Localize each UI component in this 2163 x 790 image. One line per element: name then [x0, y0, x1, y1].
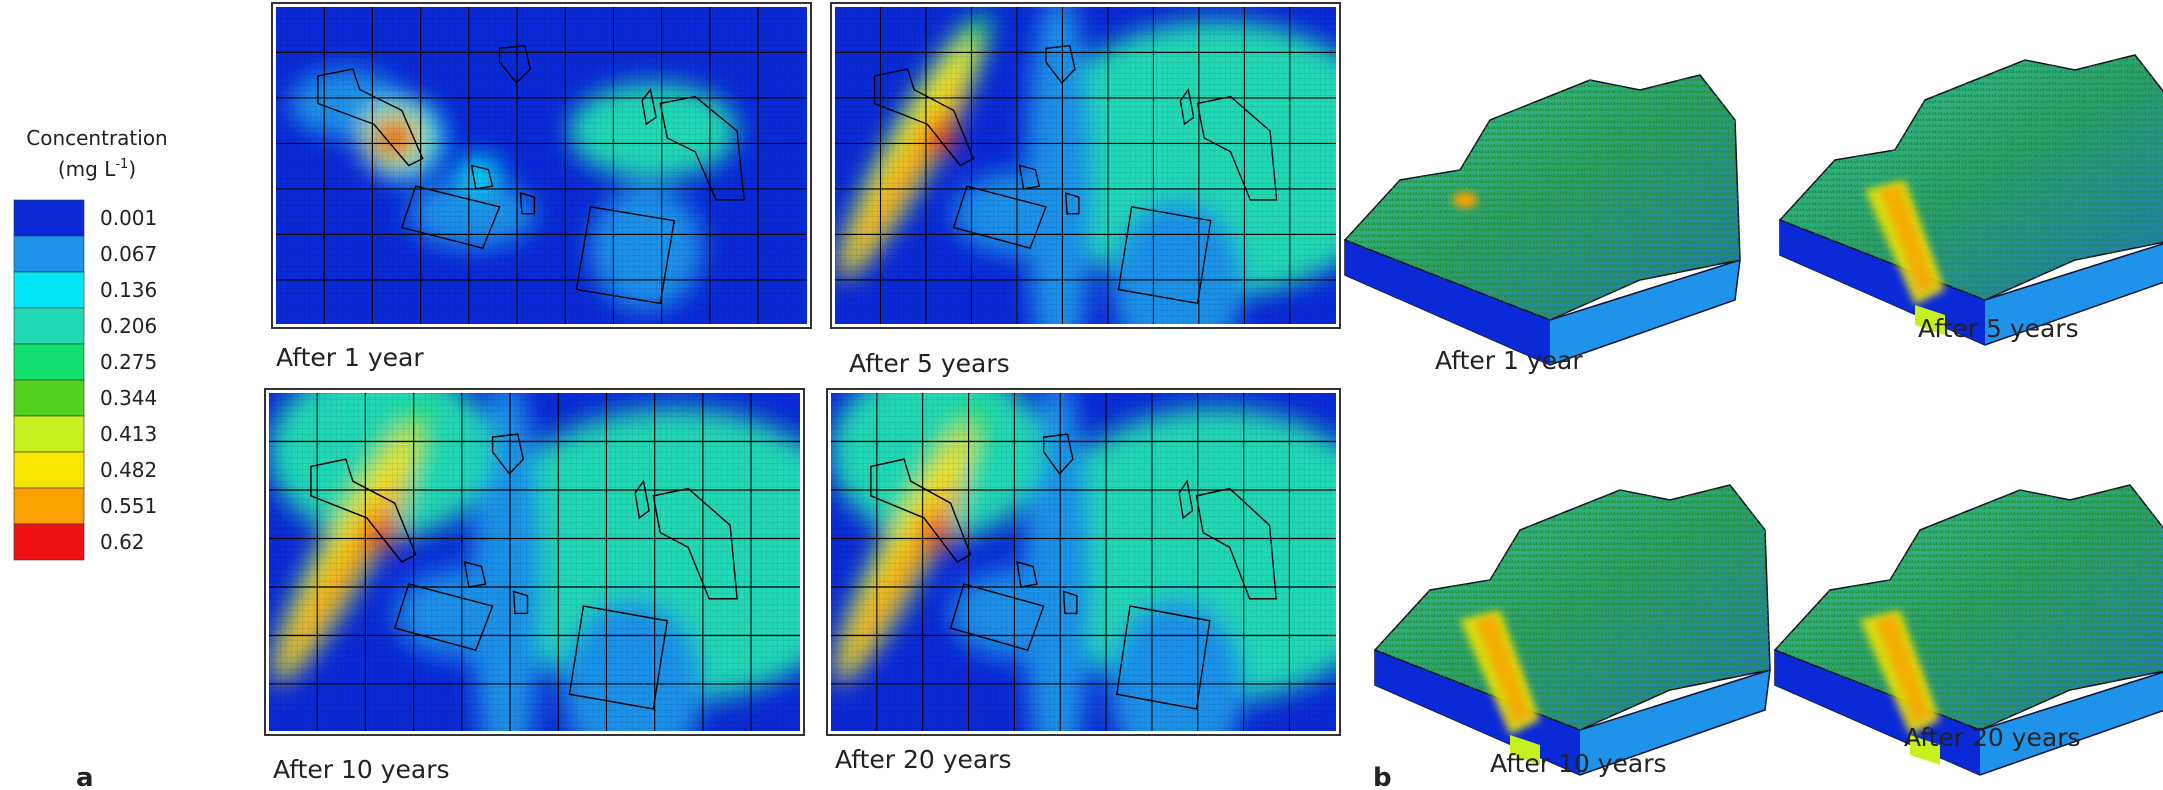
legend-label: 0.62: [100, 530, 145, 554]
fine-grid: [835, 7, 1336, 324]
legend-label: 0.344: [100, 386, 157, 410]
map: [276, 7, 807, 324]
unit-prefix: (mg L: [58, 157, 116, 181]
legend-swatch: [14, 344, 84, 380]
legend-title: Concentration: [26, 126, 167, 150]
legend-swatch: [14, 200, 84, 236]
caption: After 20 years: [835, 745, 1012, 774]
panel-label: a: [76, 763, 94, 790]
map-panels: After 1 year After 5 years After 10 years A…: [252, 0, 1403, 790]
legend-swatch: [14, 452, 84, 488]
legend-label: 0.482: [100, 458, 157, 482]
legend-swatch: [14, 488, 84, 524]
legend-swatch: [14, 236, 84, 272]
hotspot: [1453, 192, 1477, 208]
caption: After 20 years: [1904, 723, 2081, 752]
legend-label: 0.551: [100, 494, 157, 518]
caption: After 1 year: [276, 343, 424, 372]
legend-label: 0.136: [100, 278, 157, 302]
block: [1345, 75, 1740, 365]
caption: After 10 years: [273, 755, 450, 784]
figure-canvas: Concentration (mg L-1) 0.0010.0670.1360.…: [0, 0, 2163, 790]
fine-grid: [831, 393, 1336, 731]
caption: After 5 years: [849, 349, 1010, 378]
figure: Concentration (mg L-1) 0.0010.0670.1360.…: [0, 0, 2163, 790]
legend: 0.001 0.067 0.136 0.206 0.275 0.344 0.413 0.482…: [14, 200, 157, 560]
map: [815, 364, 1403, 790]
legend-swatch: [14, 272, 84, 308]
legend-label: 0.275: [100, 350, 157, 374]
block: [1780, 55, 2163, 345]
panel-label: b: [1373, 763, 1392, 790]
legend-label: 0.001: [100, 206, 157, 230]
unit-exp: -1: [115, 157, 128, 172]
legend-swatch: [14, 416, 84, 452]
legend-swatch: [14, 524, 84, 560]
caption: After 10 years: [1490, 749, 1667, 778]
legend-unit: (mg L-1): [58, 157, 136, 181]
block-panels: After 1 year After 5 years After 10 years A…: [1345, 55, 2163, 778]
fine-grid: [276, 7, 807, 324]
legend-swatch: [14, 380, 84, 416]
legend-swatch: [14, 308, 84, 344]
caption: After 1 year: [1435, 346, 1583, 375]
legend-label: 0.413: [100, 422, 157, 446]
map: [819, 0, 1402, 379]
caption: After 5 years: [1918, 314, 2079, 343]
legend-label: 0.206: [100, 314, 157, 338]
unit-suffix: ): [128, 157, 136, 181]
map: [252, 364, 870, 790]
legend-label: 0.067: [100, 242, 157, 266]
block: [1375, 485, 1770, 775]
fine-grid: [269, 393, 800, 731]
